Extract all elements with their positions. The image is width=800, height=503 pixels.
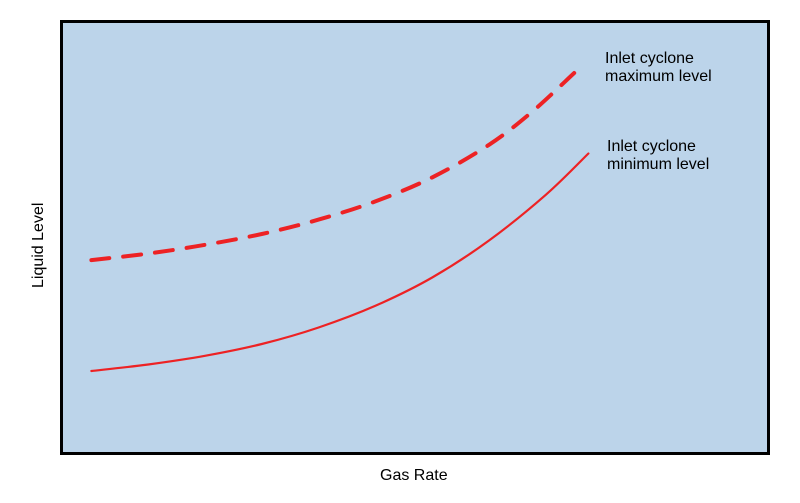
chart-wrap: Liquid Level Gas Rate Inlet cyclone maxi… (0, 0, 800, 503)
curve-min (91, 154, 588, 372)
x-axis-label: Gas Rate (380, 467, 448, 485)
curve-label-max: Inlet cyclone maximum level (605, 50, 712, 87)
y-axis-label: Liquid Level (30, 202, 48, 287)
curve-label-min: Inlet cyclone minimum level (607, 138, 709, 175)
plot-svg (63, 23, 773, 458)
